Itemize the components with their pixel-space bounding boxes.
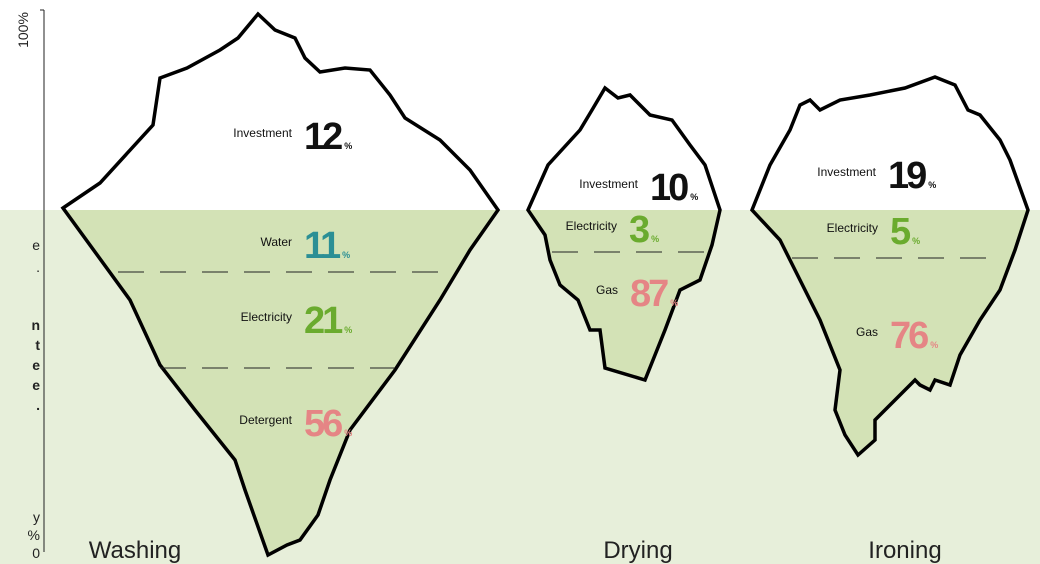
value-unit: % [344, 325, 352, 335]
iceberg-name: Washing [89, 537, 181, 564]
value-number: 87 [630, 273, 668, 315]
sidebar-text: n [31, 317, 40, 333]
segment-label: Gas [596, 283, 618, 297]
segment-label: Investment [579, 177, 638, 191]
value-number: 76 [890, 315, 928, 357]
sidebar-text: t [35, 337, 40, 353]
value-unit: % [690, 192, 698, 202]
value-number: 21 [304, 300, 343, 342]
segment-label: Investment [233, 126, 292, 140]
sidebar-text: . [36, 259, 40, 275]
value-unit: % [344, 428, 352, 438]
iceberg-name: Ironing [868, 537, 941, 564]
segment-label: Electricity [566, 219, 617, 233]
sidebar-text: . [36, 397, 40, 413]
value-unit: % [651, 234, 659, 244]
sidebar-text: % [28, 527, 40, 543]
segment-label: Electricity [827, 221, 878, 235]
value-number: 11 [304, 225, 341, 267]
sidebar-text: e [32, 357, 40, 373]
scale-label: 100% [15, 12, 31, 48]
segment-label: Detergent [239, 413, 292, 427]
value-number: 12 [304, 116, 342, 158]
sidebar-text: e [32, 377, 40, 393]
segment-label: Investment [817, 165, 876, 179]
infographic: 100% WashingInvestment12%Water11%Electri… [0, 0, 1040, 564]
value-number: 19 [888, 155, 926, 197]
segment-label: Electricity [241, 310, 292, 324]
segment-label: Water [260, 235, 292, 249]
value-unit: % [342, 250, 350, 260]
value-unit: % [344, 141, 352, 151]
value-number: 3 [629, 209, 649, 251]
value-number: 56 [304, 403, 342, 445]
value-unit: % [670, 298, 678, 308]
sidebar-text: e [32, 237, 40, 253]
sidebar-text: y [33, 509, 40, 525]
sidebar-text: 0 [32, 545, 40, 561]
segment-label: Gas [856, 325, 878, 339]
value-unit: % [928, 180, 936, 190]
value-number: 5 [890, 211, 911, 253]
value-unit: % [930, 340, 938, 350]
iceberg-name: Drying [603, 537, 672, 564]
value-number: 10 [650, 167, 688, 209]
value-unit: % [912, 236, 920, 246]
